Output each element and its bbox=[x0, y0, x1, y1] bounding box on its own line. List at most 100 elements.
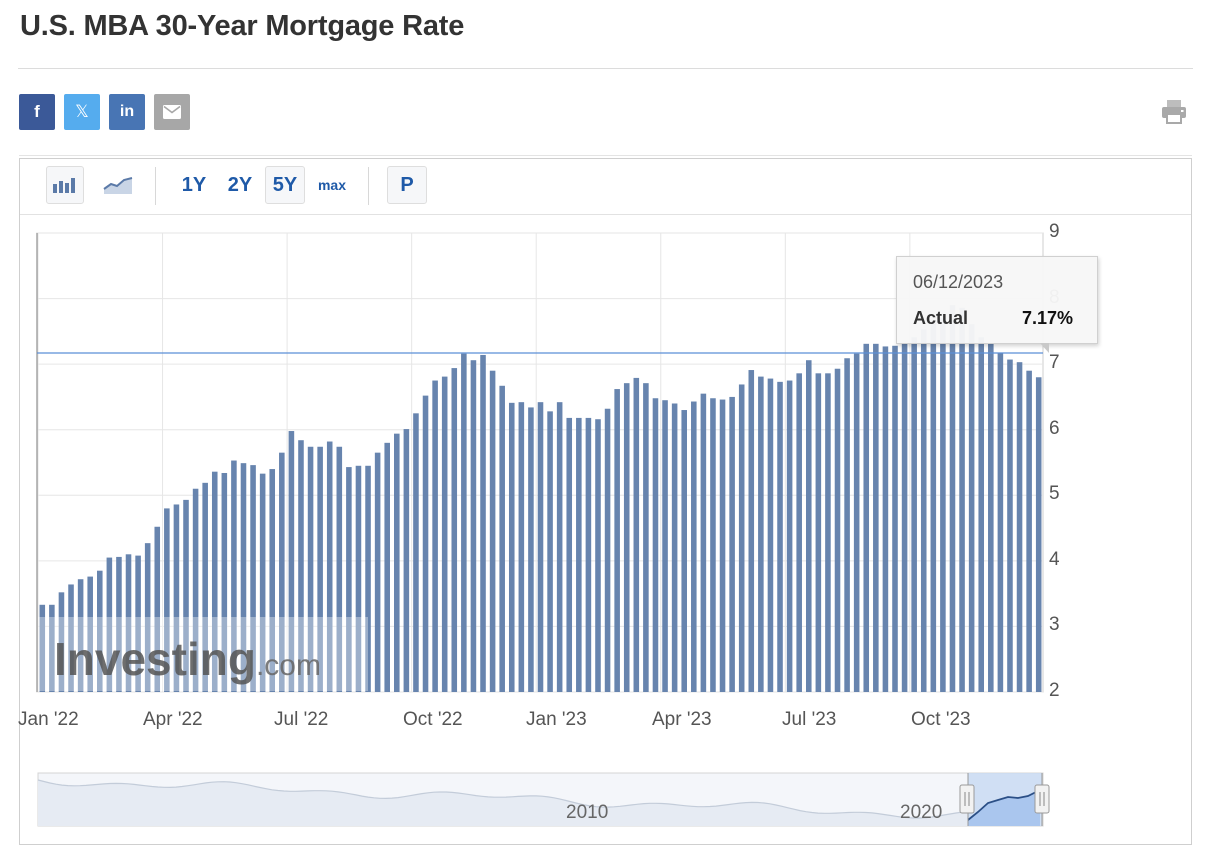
range-max-button[interactable]: max bbox=[317, 177, 347, 193]
bar bbox=[394, 433, 400, 692]
chart-toolbar: 1Y 2Y 5Y max P bbox=[20, 159, 1191, 215]
toolbar-separator bbox=[368, 167, 369, 205]
x-tick-label: Jul '22 bbox=[274, 709, 329, 730]
bar bbox=[135, 555, 141, 692]
bar bbox=[422, 395, 429, 692]
bar bbox=[566, 417, 573, 692]
x-tick-label: Jan '22 bbox=[18, 709, 79, 730]
bar bbox=[853, 353, 860, 692]
bar bbox=[279, 452, 285, 692]
bar bbox=[413, 413, 419, 692]
x-tick-label: Apr '23 bbox=[652, 709, 712, 730]
bar bbox=[911, 337, 917, 692]
bar bbox=[259, 473, 266, 692]
bar bbox=[901, 343, 908, 692]
bar bbox=[489, 370, 496, 692]
y-tick-label: 7 bbox=[1049, 352, 1060, 374]
navigator-history-area bbox=[38, 780, 968, 826]
bar bbox=[882, 346, 889, 692]
bar bbox=[796, 373, 802, 692]
y-tick-label: 9 bbox=[1049, 221, 1060, 242]
bar bbox=[97, 570, 103, 692]
y-tick-label: 2 bbox=[1049, 680, 1060, 701]
tooltip-value: 7.17% bbox=[1021, 308, 1073, 328]
area-chart-icon bbox=[103, 177, 133, 194]
bar bbox=[326, 441, 333, 692]
bar bbox=[920, 329, 927, 692]
bar bbox=[940, 318, 946, 692]
x-tick-label: Jan '23 bbox=[526, 709, 587, 730]
twitter-icon: 𝕏 bbox=[75, 102, 89, 121]
bar bbox=[346, 467, 352, 692]
bar bbox=[269, 469, 276, 692]
bar bbox=[662, 400, 668, 692]
bar bbox=[49, 604, 55, 692]
data-tooltip: 06/12/2023 Actual 7.17% bbox=[896, 256, 1098, 344]
x-tick-label: Oct '22 bbox=[403, 709, 463, 730]
bar bbox=[786, 380, 793, 692]
bar bbox=[116, 556, 122, 692]
bar bbox=[221, 472, 228, 692]
bar bbox=[671, 403, 678, 692]
bar-chart-icon bbox=[53, 178, 75, 193]
tooltip-series-name: Actual bbox=[913, 308, 969, 328]
y-tick-label: 4 bbox=[1049, 548, 1060, 570]
twitter-share-button[interactable]: 𝕏 bbox=[64, 94, 100, 130]
p-button[interactable]: P bbox=[387, 166, 427, 204]
area-chart-button[interactable] bbox=[98, 166, 138, 204]
navigator-selection-area bbox=[968, 790, 1040, 826]
bar bbox=[231, 460, 237, 692]
range-1y-button[interactable]: 1Y bbox=[181, 173, 207, 196]
bar bbox=[518, 402, 525, 692]
bar bbox=[949, 305, 956, 692]
navigator-left-handle[interactable] bbox=[959, 784, 975, 814]
bar bbox=[729, 396, 735, 692]
printer-icon[interactable] bbox=[1160, 98, 1188, 126]
bar bbox=[183, 499, 189, 692]
bar bbox=[365, 465, 371, 692]
bar bbox=[288, 431, 295, 692]
bar bbox=[700, 393, 707, 692]
bar bbox=[547, 411, 553, 692]
linkedin-share-button[interactable]: in bbox=[109, 94, 145, 130]
range-2y-button[interactable]: 2Y bbox=[227, 173, 253, 196]
bar bbox=[336, 446, 343, 692]
bar bbox=[403, 429, 410, 692]
bar bbox=[614, 389, 620, 692]
navigator-right-handle[interactable] bbox=[1034, 784, 1050, 814]
bar bbox=[652, 398, 659, 692]
toolbar-separator bbox=[155, 167, 156, 205]
bar bbox=[758, 376, 764, 692]
bar bbox=[710, 398, 716, 692]
facebook-share-button[interactable]: f bbox=[19, 94, 55, 130]
email-share-button[interactable] bbox=[154, 94, 190, 130]
bar bbox=[738, 384, 745, 692]
bar bbox=[202, 482, 208, 692]
range-5y-button[interactable]: 5Y bbox=[265, 166, 305, 204]
bar bbox=[461, 353, 467, 692]
bar bbox=[144, 543, 151, 692]
x-tick-label: Jul '23 bbox=[782, 709, 837, 730]
bar bbox=[604, 408, 611, 692]
bar bbox=[1016, 362, 1023, 692]
bar bbox=[997, 353, 1004, 692]
bar bbox=[154, 526, 161, 692]
bar bbox=[211, 471, 218, 692]
bar bbox=[623, 383, 630, 692]
navigator-selection-line bbox=[967, 789, 1041, 821]
bar bbox=[125, 554, 132, 692]
bar bbox=[844, 358, 850, 692]
bar bbox=[873, 343, 879, 692]
bar bbox=[1007, 359, 1013, 692]
bar bbox=[595, 419, 601, 692]
linkedin-icon: in bbox=[119, 103, 135, 120]
y-tick-label: 6 bbox=[1049, 417, 1060, 439]
bar-chart-button[interactable] bbox=[46, 166, 84, 204]
bar bbox=[39, 604, 46, 692]
bar bbox=[959, 307, 965, 692]
bar bbox=[968, 324, 975, 692]
bar bbox=[77, 579, 84, 692]
bar bbox=[374, 452, 381, 692]
